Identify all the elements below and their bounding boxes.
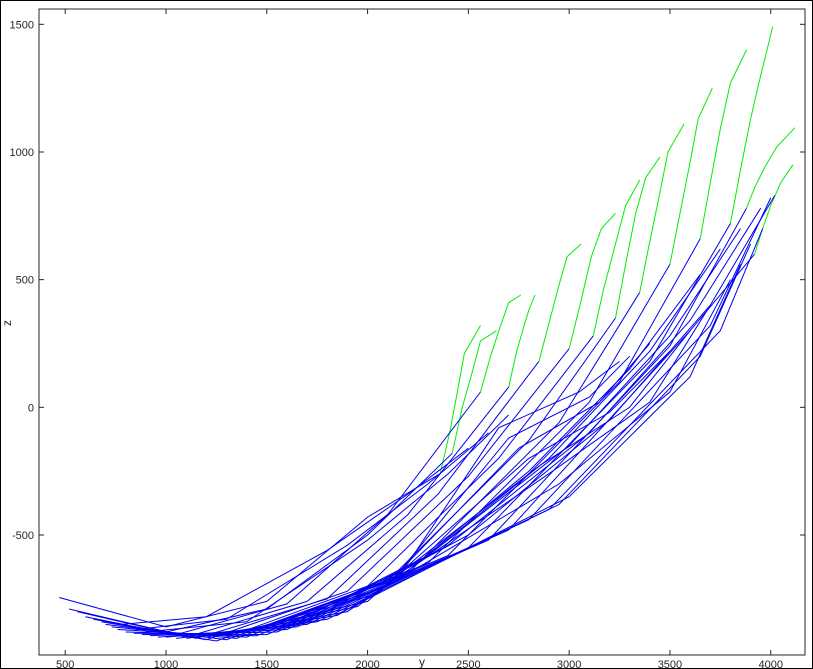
series-line-23	[729, 26, 774, 224]
series-line-3	[451, 330, 497, 454]
series-line-13	[592, 179, 641, 336]
axes-box	[38, 8, 806, 656]
series-line-9	[538, 243, 582, 362]
series-layer	[59, 26, 796, 642]
series-line-11	[568, 212, 616, 349]
series-line-46	[306, 195, 776, 623]
series-line-27	[754, 164, 794, 255]
series-line-7	[508, 294, 536, 388]
x-tick-label: 4000	[758, 659, 782, 668]
series-line-39	[145, 414, 510, 633]
series-line-21	[699, 49, 747, 239]
series-line-40	[135, 432, 489, 630]
series-line-1	[439, 325, 481, 474]
y-tick-label: 500	[16, 275, 34, 287]
series-line-19	[669, 87, 713, 265]
series-line-17	[639, 123, 685, 293]
tick-layer: 500 1000 1500 2000 2500 3000 3500 4000 -500 0 500 1…	[10, 9, 805, 668]
x-tick-label: 2000	[355, 659, 379, 668]
series-line-15	[615, 156, 661, 319]
series-line-0	[59, 473, 441, 628]
x-tick-label: 3500	[658, 659, 682, 668]
series-line-25	[746, 127, 796, 209]
y-tick-label: -500	[12, 530, 34, 542]
x-tick-label: 500	[56, 659, 74, 668]
x-tick-label: 1000	[154, 659, 178, 668]
y-tick-label: 0	[28, 402, 34, 414]
series-line-5	[480, 294, 522, 393]
series-line-4	[77, 391, 481, 636]
x-tick-label: 3000	[557, 659, 581, 668]
y-tick-label: 1500	[10, 19, 34, 31]
x-axis-label: y	[419, 655, 425, 668]
x-tick-label: 2500	[456, 659, 480, 668]
series-line-32	[196, 279, 731, 638]
x-tick-label: 1500	[255, 659, 279, 668]
series-line-45	[296, 207, 762, 625]
series-line-44	[286, 228, 741, 628]
y-axis-label: z	[1, 320, 14, 326]
series-line-41	[121, 447, 469, 625]
y-tick-label: 1000	[10, 147, 34, 159]
